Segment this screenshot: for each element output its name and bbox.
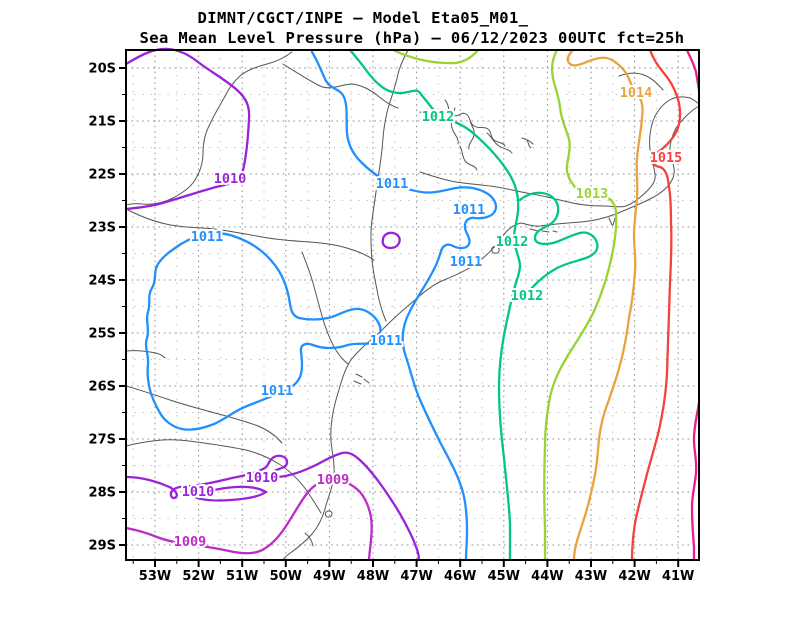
- lon-tick-label: 51W: [226, 569, 258, 584]
- lon-tick-label: 49W: [313, 569, 345, 584]
- lon-tick-label: 41W: [662, 569, 694, 584]
- contour-1016: [690, 401, 701, 562]
- lon-tick-label: 46W: [444, 569, 476, 584]
- lat-tick-label: 29S: [89, 539, 116, 554]
- contour-labels: 1010 1011 1011 1011 1011 1011 1011 1012 1012 1012…: [172, 83, 685, 552]
- plot-frame: [125, 49, 700, 561]
- lon-tick-label: 50W: [270, 569, 302, 584]
- contour-1010: [124, 451, 421, 562]
- axis-tick-labels: 53W 52W 51W 50W 49W 48W 47W 46W 45W 44W 43W 42W 41W 2…: [89, 62, 695, 585]
- lon-tick-label: 45W: [488, 569, 520, 584]
- contour-value-label: 1009: [317, 472, 350, 488]
- lon-tick-label: 52W: [182, 569, 214, 584]
- contour-1015: [630, 48, 682, 562]
- contour-1010-closed-low: [381, 231, 401, 250]
- state-border: [301, 251, 349, 365]
- contour-1012: [348, 48, 522, 562]
- contour-value-label: 1011: [370, 333, 403, 349]
- contour-value-label: 1015: [650, 150, 683, 166]
- lon-tick-label: 44W: [531, 569, 563, 584]
- contour-value-label: 1010: [246, 470, 279, 486]
- river-border: [125, 350, 166, 359]
- contour-value-label: 1013: [576, 186, 609, 202]
- contour-value-label: 1012: [511, 288, 544, 304]
- lat-tick-label: 21S: [89, 115, 116, 130]
- lat-tick-label: 24S: [89, 274, 116, 289]
- lon-tick-label: 47W: [400, 569, 432, 584]
- lat-tick-label: 26S: [89, 380, 116, 395]
- contour-1016: [685, 48, 701, 92]
- state-border: [125, 439, 322, 514]
- contour-value-label: 1012: [422, 109, 455, 125]
- contour-1013-arc: [391, 48, 480, 65]
- contour-value-label: 1009: [174, 534, 207, 550]
- lat-tick-label: 25S: [89, 327, 116, 342]
- river-border: [125, 385, 283, 444]
- contour-1010-lens: [193, 485, 268, 502]
- lat-tick-label: 23S: [89, 221, 116, 236]
- lat-tick-label: 20S: [89, 62, 116, 77]
- title-line-1: DIMNT/CGCT/INPE – Model Eta05_M01_: [198, 9, 529, 27]
- state-border: [127, 209, 375, 261]
- contour-1012-coastal: [518, 191, 599, 292]
- contour-1013: [543, 48, 618, 562]
- contour-value-label: 1011: [450, 254, 483, 270]
- contour-1011: [310, 50, 498, 562]
- lon-tick-label: 53W: [139, 569, 171, 584]
- lat-tick-label: 22S: [89, 168, 116, 183]
- contour-value-label: 1011: [261, 383, 294, 399]
- island-marks: [304, 217, 616, 547]
- contour-1009: [124, 478, 373, 562]
- lon-tick-label: 42W: [618, 569, 650, 584]
- contour-value-label: 1014: [620, 85, 653, 101]
- contour-value-label: 1012: [496, 234, 529, 250]
- lon-tick-label: 48W: [357, 569, 389, 584]
- lat-tick-label: 27S: [89, 433, 116, 448]
- contour-1014: [566, 48, 644, 562]
- graticule-grid: [126, 50, 699, 560]
- state-border: [370, 49, 409, 322]
- coastline: [282, 105, 700, 561]
- state-border: [125, 51, 293, 206]
- contour-value-label: 1011: [191, 229, 224, 245]
- lat-tick-label: 28S: [89, 486, 116, 501]
- contour-value-label: 1010: [214, 171, 247, 187]
- contour-layer: [124, 47, 701, 562]
- axis-ticks: [119, 67, 680, 567]
- state-border: [282, 63, 399, 109]
- lon-tick-label: 43W: [575, 569, 607, 584]
- reservoir-shape: [521, 137, 534, 149]
- contour-value-label: 1011: [453, 202, 486, 218]
- contour-value-label: 1010: [182, 484, 215, 500]
- title-line-2: Sea Mean Level Pressure (hPa) – 06/12/20…: [140, 29, 685, 47]
- contour-1011-closed-low: [144, 231, 382, 431]
- contour-value-label: 1011: [376, 176, 409, 192]
